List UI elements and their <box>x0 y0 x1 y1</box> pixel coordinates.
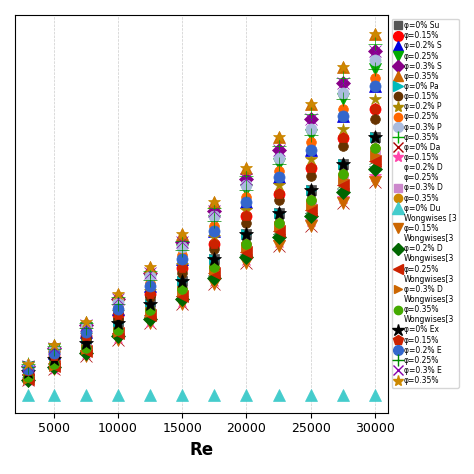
Legend: φ=0% Su, φ=0.15%, φ=0.2% S, φ=0.25%, φ=0.3% S, φ=0.35%, φ=0% Pa, φ=0.15%, φ=0.2%: φ=0% Su, φ=0.15%, φ=0.2% S, φ=0.25%, φ=0… <box>392 19 459 388</box>
X-axis label: Re: Re <box>190 441 213 459</box>
